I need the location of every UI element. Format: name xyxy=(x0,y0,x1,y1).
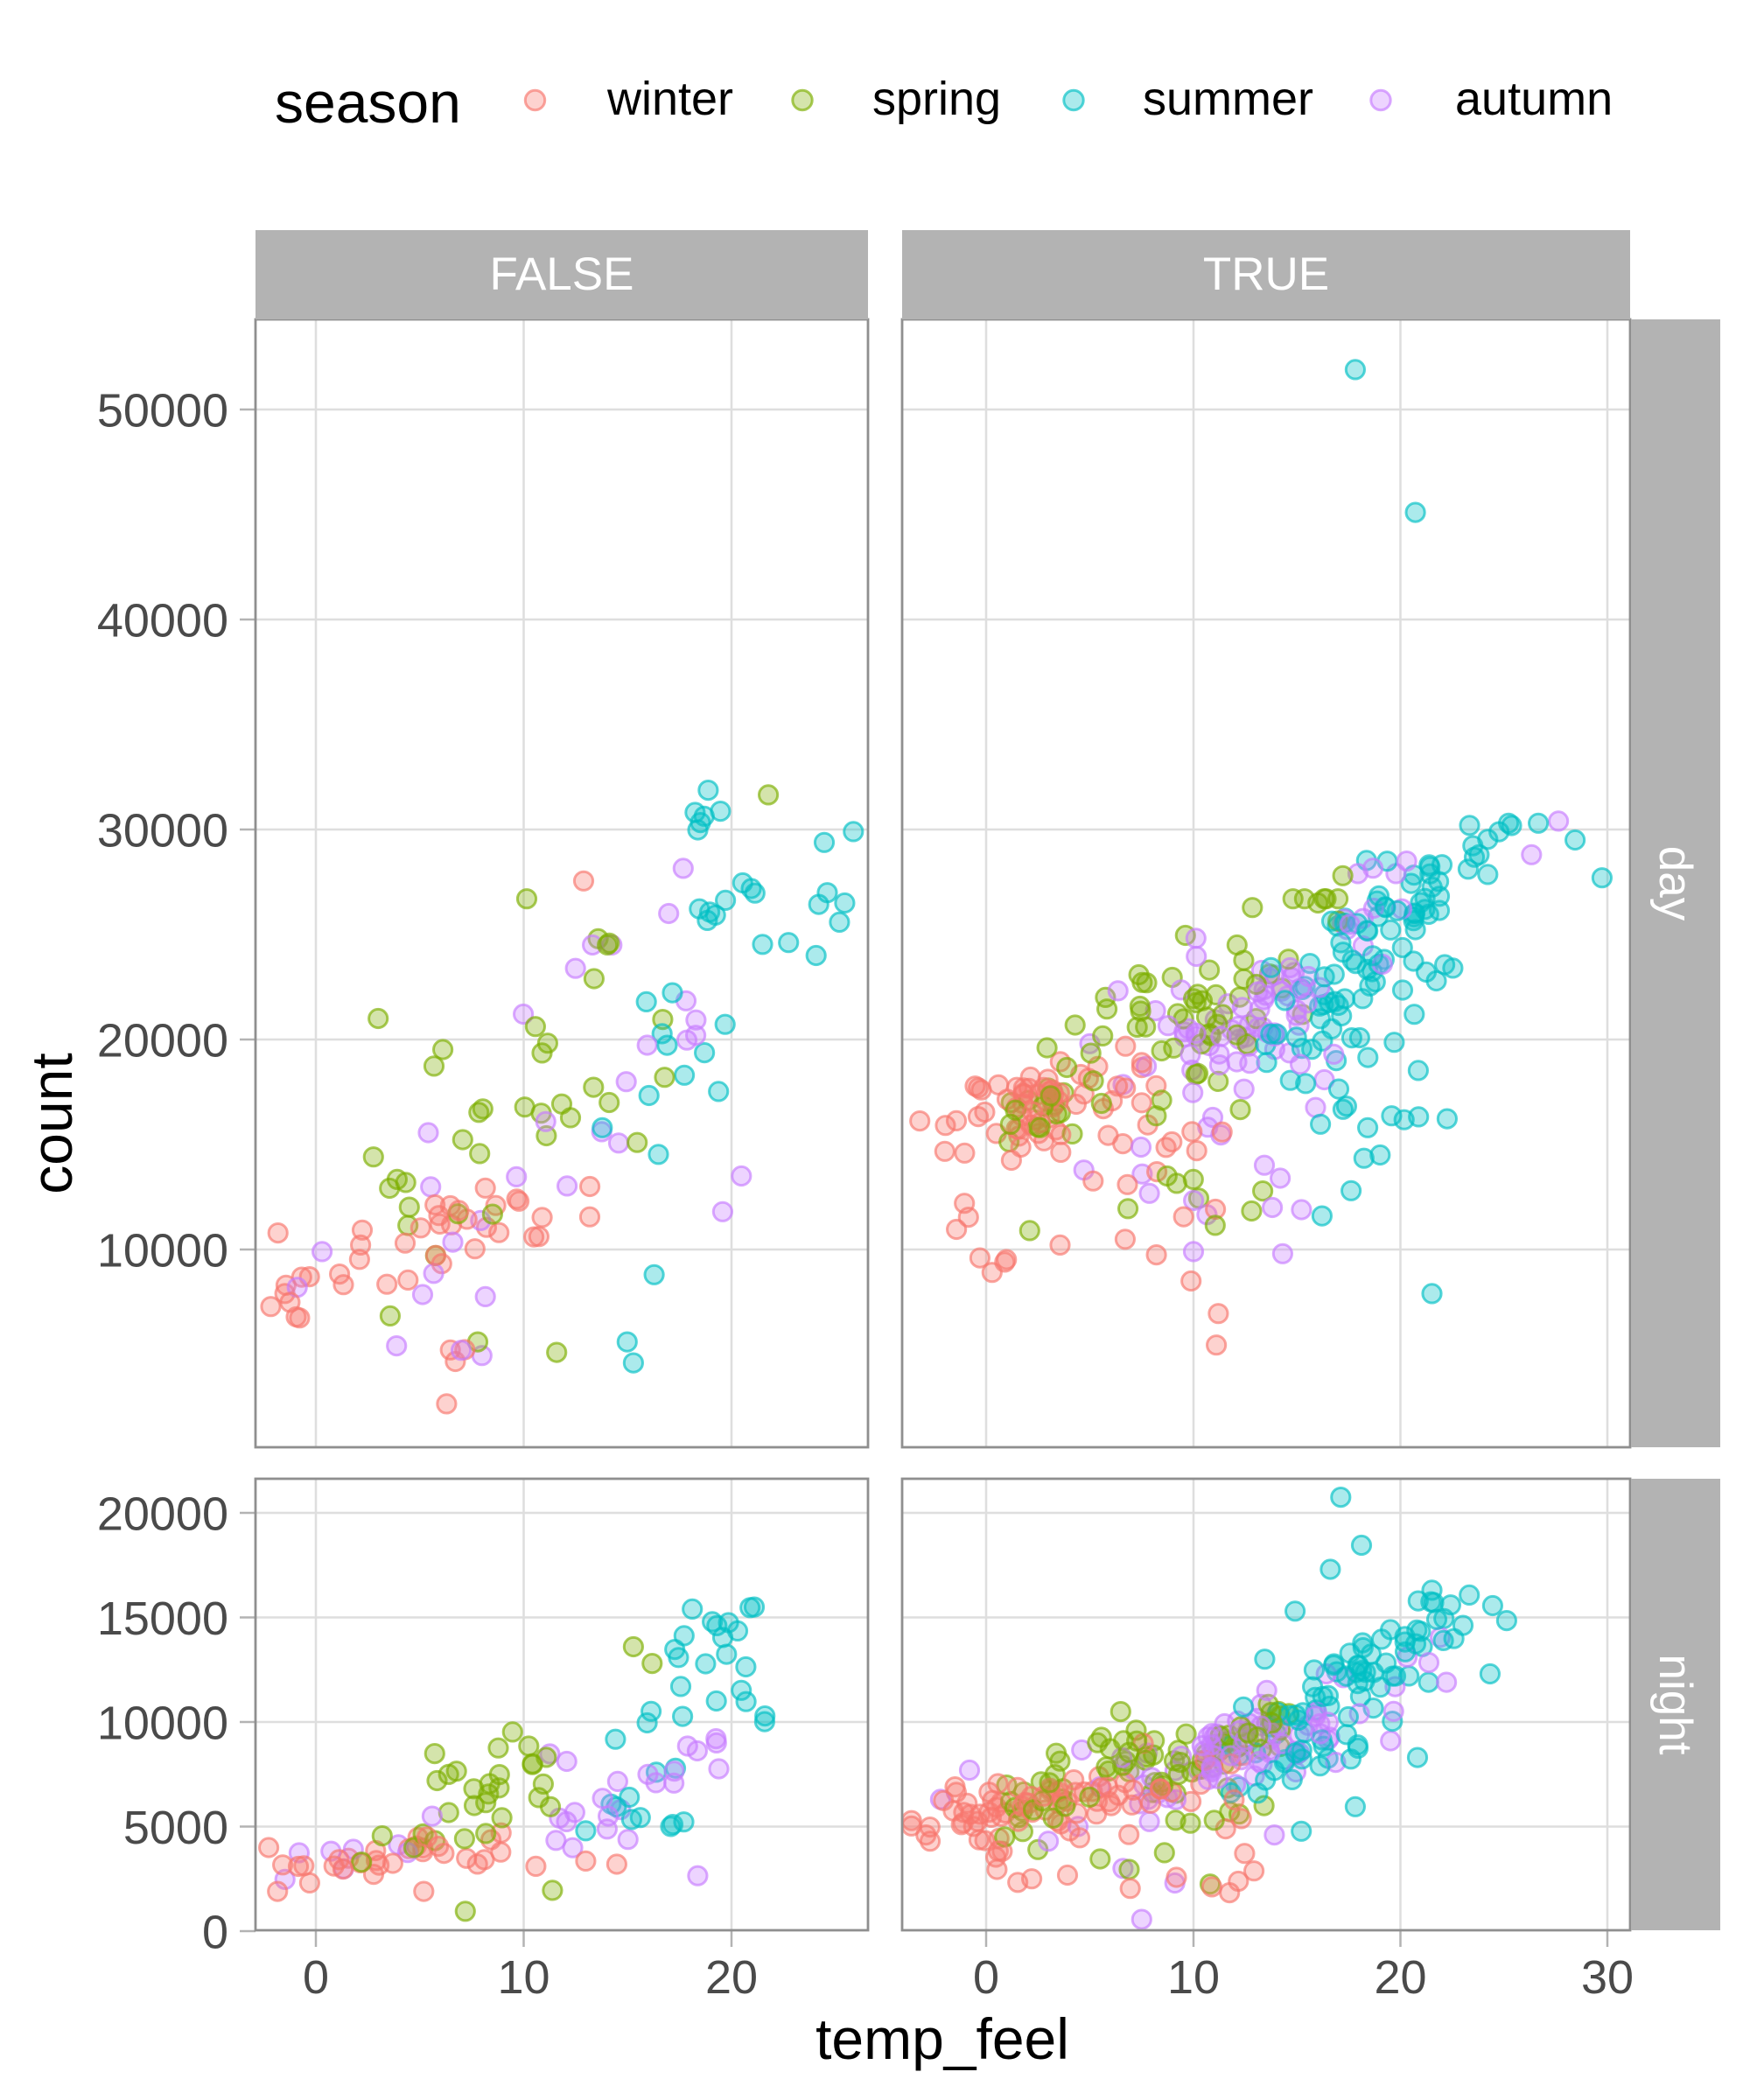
svg-text:0: 0 xyxy=(202,1907,228,1959)
svg-text:20: 20 xyxy=(705,1951,758,2004)
svg-text:winter: winter xyxy=(606,73,733,125)
svg-text:temp_feel: temp_feel xyxy=(816,2006,1069,2071)
svg-text:summer: summer xyxy=(1143,73,1313,125)
svg-text:15000: 15000 xyxy=(97,1592,228,1645)
svg-text:10: 10 xyxy=(1167,1951,1220,2004)
svg-text:night: night xyxy=(1649,1655,1701,1755)
svg-text:day: day xyxy=(1649,846,1701,921)
svg-text:40000: 40000 xyxy=(97,595,228,648)
svg-text:10: 10 xyxy=(497,1951,550,2004)
svg-text:5000: 5000 xyxy=(123,1802,228,1854)
svg-text:10000: 10000 xyxy=(97,1698,228,1750)
svg-text:20: 20 xyxy=(1374,1951,1426,2004)
svg-text:spring: spring xyxy=(872,73,1001,125)
svg-text:autumn: autumn xyxy=(1455,73,1613,125)
svg-text:30000: 30000 xyxy=(97,805,228,858)
svg-text:0: 0 xyxy=(973,1951,999,2004)
svg-text:FALSE: FALSE xyxy=(490,248,634,300)
svg-text:10000: 10000 xyxy=(97,1225,228,1278)
svg-text:20000: 20000 xyxy=(97,1015,228,1068)
svg-text:0: 0 xyxy=(303,1951,329,2004)
svg-text:season: season xyxy=(275,70,461,135)
svg-text:50000: 50000 xyxy=(97,385,228,438)
svg-text:20000: 20000 xyxy=(97,1488,228,1541)
svg-text:TRUE: TRUE xyxy=(1203,248,1329,300)
svg-text:count: count xyxy=(19,1053,84,1194)
svg-text:30: 30 xyxy=(1581,1951,1634,2004)
